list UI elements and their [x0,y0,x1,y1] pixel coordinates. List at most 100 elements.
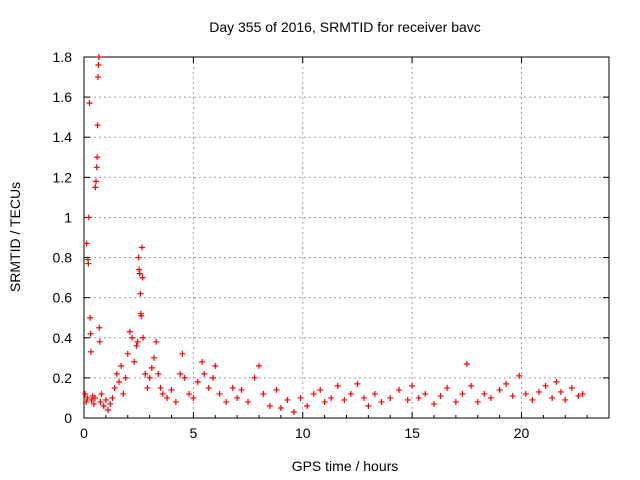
data-point [95,74,101,81]
y-tick-label: 1.6 [53,89,73,105]
data-point [562,396,569,403]
data-point [422,390,429,397]
data-point [238,386,245,393]
y-tick-label: 0 [64,410,72,426]
data-point [122,374,129,381]
y-tick-label: 0.4 [53,330,73,346]
data-point [256,362,262,369]
data-point [83,240,90,247]
data-point [487,394,494,401]
data-point [223,398,230,405]
x-tick-label: 15 [404,425,420,441]
data-point [88,396,95,403]
data-point [91,394,98,401]
data-point [190,394,197,401]
y-tick-label: 1.8 [53,49,73,65]
data-point [516,372,523,379]
data-point [431,400,437,407]
data-point [549,394,556,401]
data-point [542,382,549,389]
data-point [124,350,131,357]
y-tick-label: 0.2 [53,370,73,386]
data-point [328,394,335,401]
data-point [98,390,105,397]
data-point [212,362,219,369]
data-point [365,402,372,409]
data-points [82,54,586,415]
data-point [437,392,444,399]
data-point [93,164,100,171]
data-point [96,338,103,345]
data-point [260,390,267,397]
data-point [409,382,416,389]
data-point [153,338,160,345]
data-point [310,390,317,397]
data-point [251,374,258,381]
data-point [157,384,164,391]
data-point [474,398,481,405]
x-tick-label: 0 [80,425,88,441]
data-point [277,404,284,411]
data-point [568,384,575,391]
data-point [140,334,147,341]
data-point [496,386,503,393]
data-point [102,396,109,403]
data-point [118,362,125,369]
data-point [304,402,311,409]
data-point [557,388,564,395]
data-point [459,390,466,397]
y-tick-label: 1.4 [53,129,73,145]
data-point [86,100,93,107]
data-point [575,392,582,399]
data-point [129,334,136,341]
data-point [404,396,411,403]
chart-title: Day 355 of 2016, SRMTID for receiver bav… [209,19,481,35]
y-axis-label: SRMTID / TECUs [7,182,23,292]
data-point [113,370,120,377]
data-point [93,178,100,185]
data-point [321,398,328,405]
data-point [210,374,217,381]
data-point [151,354,157,361]
data-point [415,394,422,401]
data-point [347,390,354,397]
data-point [120,390,127,397]
data-point [134,338,141,345]
y-tick-label: 1.2 [53,169,73,185]
data-point [135,254,142,261]
plot-frame [83,56,610,419]
data-point [334,382,341,389]
data-point [95,54,102,60]
data-point [297,394,304,401]
data-point [137,290,144,297]
data-point [186,390,192,397]
data-point [354,380,361,387]
data-point [361,394,367,401]
data-point [234,394,241,401]
data-point [536,388,542,395]
data-point [159,390,166,397]
data-point [85,260,92,267]
data-point [273,386,280,393]
data-point [138,244,145,251]
data-point [148,364,155,371]
data-point [387,394,394,401]
data-point [522,390,529,397]
data-point [96,324,103,331]
x-tick-label: 10 [295,425,311,441]
data-point [131,358,138,365]
data-point [181,374,188,381]
data-point [107,400,114,407]
data-point [177,370,184,377]
data-point [136,270,143,277]
data-point [201,370,208,377]
data-point [317,386,324,393]
data-point [164,394,171,401]
x-tick-label: 5 [189,425,197,441]
data-point [142,370,149,377]
data-point [199,358,206,365]
data-point [133,342,140,349]
data-point [463,360,470,367]
data-point [341,396,348,403]
